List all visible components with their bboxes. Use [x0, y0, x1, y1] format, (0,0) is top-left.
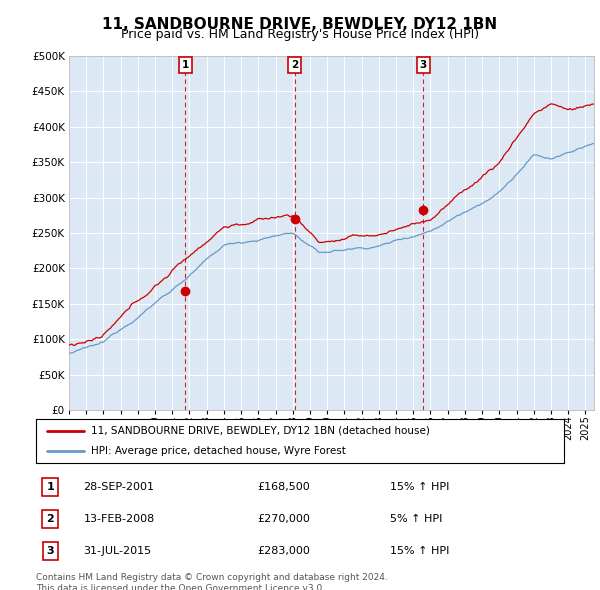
- Text: 2: 2: [291, 60, 298, 70]
- Text: HPI: Average price, detached house, Wyre Forest: HPI: Average price, detached house, Wyre…: [91, 446, 346, 456]
- Text: 1: 1: [182, 60, 189, 70]
- Text: 3: 3: [46, 546, 54, 556]
- Text: 31-JUL-2015: 31-JUL-2015: [83, 546, 152, 556]
- Text: Contains HM Land Registry data © Crown copyright and database right 2024.
This d: Contains HM Land Registry data © Crown c…: [36, 573, 388, 590]
- Text: 28-SEP-2001: 28-SEP-2001: [83, 482, 155, 492]
- Text: 11, SANDBOURNE DRIVE, BEWDLEY, DY12 1BN: 11, SANDBOURNE DRIVE, BEWDLEY, DY12 1BN: [103, 17, 497, 31]
- Text: Price paid vs. HM Land Registry's House Price Index (HPI): Price paid vs. HM Land Registry's House …: [121, 28, 479, 41]
- Text: 11, SANDBOURNE DRIVE, BEWDLEY, DY12 1BN (detached house): 11, SANDBOURNE DRIVE, BEWDLEY, DY12 1BN …: [91, 426, 430, 436]
- Text: 3: 3: [419, 60, 427, 70]
- Text: 15% ↑ HPI: 15% ↑ HPI: [390, 546, 449, 556]
- Text: 15% ↑ HPI: 15% ↑ HPI: [390, 482, 449, 492]
- Text: 1: 1: [46, 482, 54, 492]
- Text: 2: 2: [46, 514, 54, 524]
- Text: 13-FEB-2008: 13-FEB-2008: [83, 514, 155, 524]
- Text: £168,500: £168,500: [258, 482, 311, 492]
- Text: £283,000: £283,000: [258, 546, 311, 556]
- Text: 5% ↑ HPI: 5% ↑ HPI: [390, 514, 442, 524]
- Text: £270,000: £270,000: [258, 514, 311, 524]
